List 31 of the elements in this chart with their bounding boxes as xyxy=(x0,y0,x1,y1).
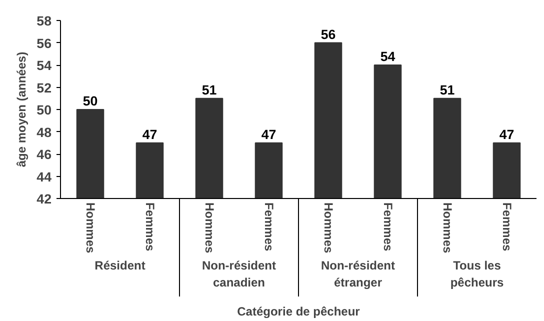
y-tick-label: 46 xyxy=(36,147,52,162)
y-tick-label: 52 xyxy=(36,80,52,96)
y-tick-label: 54 xyxy=(36,58,52,73)
x-tick-label: Femmes xyxy=(500,202,514,252)
data-label: 56 xyxy=(320,26,336,42)
x-tick-label: Femmes xyxy=(142,202,157,252)
data-label: 51 xyxy=(202,82,218,98)
y-tick-label: 56 xyxy=(36,36,52,51)
x-tick-label: Hommes xyxy=(440,202,454,254)
data-label: 47 xyxy=(142,126,158,142)
text: Résident xyxy=(94,258,146,272)
data-label: 54 xyxy=(380,49,396,64)
x-tick-label: Hommes xyxy=(321,202,336,254)
x-axis-title: Catégorie de pêcheur xyxy=(237,304,360,318)
text: Tous les pêcheurs xyxy=(450,258,504,290)
x-tick-label: Femmes xyxy=(262,202,276,252)
text: Non-résident étranger xyxy=(321,258,396,290)
x-tick-label: Femmes xyxy=(380,202,395,252)
y-axis-title: âge moyen (années) xyxy=(14,52,29,168)
text: Non-résident canadien xyxy=(202,258,276,290)
y-tick-label: 58 xyxy=(36,14,52,28)
data-label: 51 xyxy=(440,82,456,98)
y-tick-label: 50 xyxy=(36,102,52,118)
data-label: 47 xyxy=(261,126,276,142)
y-tick-label: 44 xyxy=(36,169,52,184)
y-tick-label: 48 xyxy=(36,124,52,140)
x-tick-label: Hommes xyxy=(83,202,98,254)
data-label: 50 xyxy=(82,94,98,108)
y-tick-label: 42 xyxy=(36,192,52,206)
x-tick-label: Hommes xyxy=(202,202,216,254)
data-label: 47 xyxy=(499,126,514,142)
